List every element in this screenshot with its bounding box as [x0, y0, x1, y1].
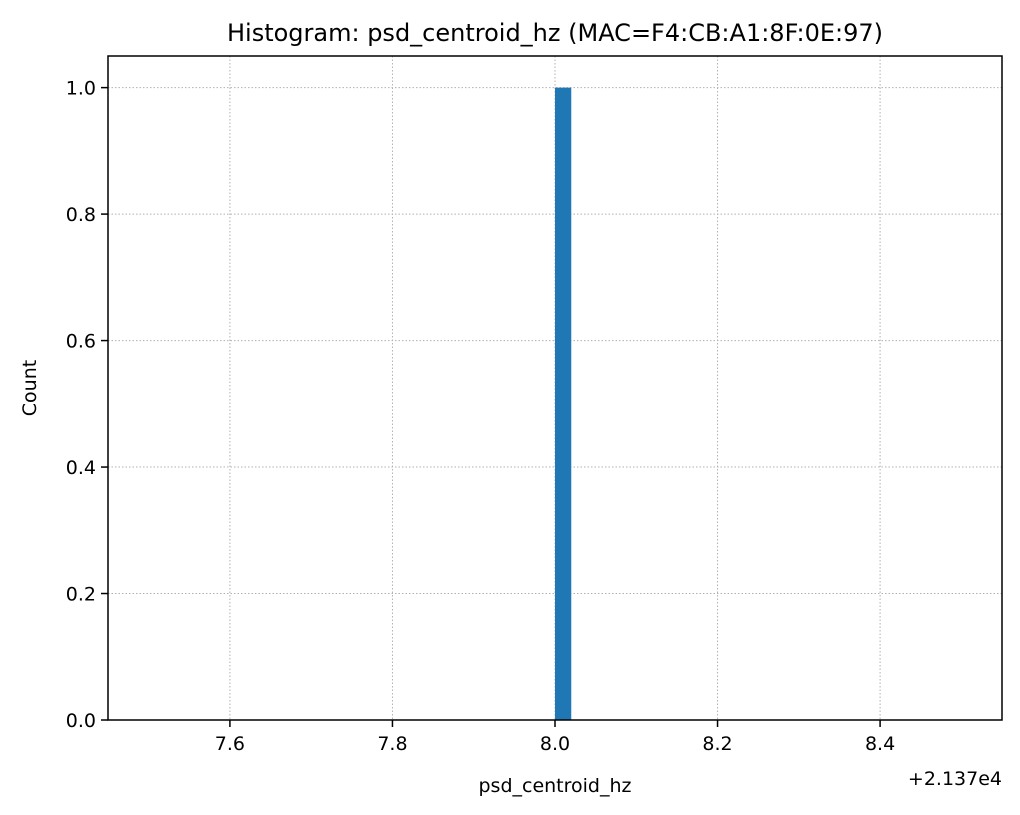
x-tick-label-3: 8.2 [702, 733, 732, 755]
y-axis-label: Count [19, 360, 41, 416]
x-axis-label: psd_centroid_hz [478, 775, 631, 797]
y-axis-ticks: 0.0 0.2 0.4 0.6 0.8 1.0 [66, 78, 108, 732]
x-tick-label-0: 7.6 [215, 733, 245, 755]
chart-title: Histogram: psd_centroid_hz (MAC=F4:CB:A1… [227, 19, 883, 47]
x-axis-offset-label: +2.137e4 [908, 768, 1002, 790]
y-tick-label-5: 1.0 [66, 78, 96, 100]
histogram-bars [555, 87, 572, 721]
x-axis-ticks: 7.6 7.8 8.0 8.2 8.4 [215, 720, 895, 755]
y-tick-label-4: 0.8 [66, 204, 96, 226]
y-tick-label-0: 0.0 [66, 710, 96, 732]
y-tick-label-2: 0.4 [66, 457, 96, 479]
x-tick-label-1: 7.8 [377, 733, 407, 755]
y-tick-label-3: 0.6 [66, 331, 96, 353]
histogram-bar-0 [555, 87, 572, 721]
x-tick-label-4: 8.4 [865, 733, 895, 755]
y-tick-label-1: 0.2 [66, 584, 96, 606]
x-tick-label-2: 8.0 [540, 733, 570, 755]
